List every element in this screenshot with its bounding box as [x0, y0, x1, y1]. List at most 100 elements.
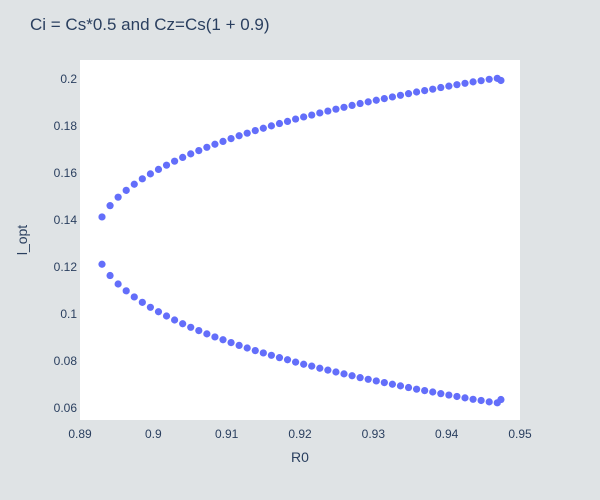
data-point [453, 392, 461, 401]
x-tick-label: 0.9 [145, 427, 162, 441]
data-point [388, 93, 396, 101]
data-point [98, 260, 106, 268]
data-point [364, 375, 372, 383]
data-point [445, 82, 453, 90]
x-tick-label: 0.92 [288, 427, 312, 441]
data-point [356, 99, 364, 108]
data-point [122, 287, 130, 295]
y-tick-label: 0.12 [54, 260, 78, 274]
data-point [485, 75, 493, 83]
chart-title: Ci = Cs*0.5 and Cz=Cs(1 + 0.9) [30, 15, 270, 34]
x-tick-label: 0.89 [68, 427, 92, 441]
data-point [332, 368, 340, 376]
data-point [348, 101, 356, 110]
data-point [179, 153, 187, 162]
data-point [413, 88, 421, 96]
data-point [259, 124, 267, 132]
data-point [195, 326, 203, 335]
data-point [146, 170, 154, 178]
x-axis: 0.89 0.9 0.91 0.92 0.93 0.94 0.95 [68, 427, 532, 441]
data-point [380, 94, 388, 103]
data-point [413, 385, 421, 393]
data-point [348, 372, 356, 380]
data-point [114, 193, 122, 201]
x-tick-label: 0.95 [508, 427, 532, 441]
data-point [283, 356, 292, 364]
data-point [324, 366, 332, 374]
data-point [219, 336, 227, 344]
data-point [316, 109, 324, 117]
data-point [195, 146, 203, 155]
data-point [421, 386, 429, 395]
y-tick-label: 0.08 [54, 354, 78, 368]
data-point [267, 122, 275, 130]
data-point [396, 382, 405, 390]
data-point [146, 303, 154, 311]
data-point [203, 330, 211, 338]
y-axis-title: l_opt [14, 225, 30, 255]
data-point [154, 308, 163, 316]
data-point [259, 349, 267, 357]
data-point [429, 388, 437, 396]
data-point [235, 341, 243, 350]
data-point [372, 377, 380, 385]
data-point [340, 103, 348, 111]
data-point [179, 320, 187, 328]
data-point [477, 77, 485, 85]
data-point [316, 364, 324, 372]
data-point [485, 398, 493, 406]
plot-area [80, 60, 520, 420]
data-point [283, 117, 292, 126]
y-tick-label: 0.14 [54, 213, 78, 227]
y-tick-label: 0.2 [60, 72, 77, 86]
data-point [404, 90, 413, 98]
data-point [469, 78, 477, 86]
data-point [227, 338, 235, 347]
data-point [308, 111, 316, 119]
x-tick-label: 0.93 [362, 427, 386, 441]
data-point [332, 105, 340, 113]
data-point [187, 323, 195, 331]
data-point [275, 119, 284, 128]
data-point [130, 293, 138, 301]
data-point [300, 360, 308, 368]
x-tick-label: 0.91 [215, 427, 239, 441]
data-point [138, 298, 146, 306]
data-point [372, 96, 380, 104]
data-point [404, 383, 413, 392]
data-point [497, 76, 505, 85]
y-tick-label: 0.1 [60, 307, 77, 321]
data-point [162, 312, 171, 320]
data-point [122, 186, 130, 194]
data-point [106, 271, 114, 280]
data-point [497, 395, 505, 404]
x-tick-label: 0.94 [435, 427, 459, 441]
data-point [251, 126, 259, 135]
data-point [437, 390, 445, 398]
data-points [98, 74, 505, 407]
data-point [243, 344, 251, 352]
data-point [300, 113, 308, 121]
data-point [429, 85, 437, 93]
data-point [356, 374, 364, 382]
data-point [203, 143, 211, 151]
data-point [292, 358, 300, 366]
data-point [340, 370, 348, 378]
data-point [187, 150, 195, 158]
data-point [211, 140, 219, 148]
data-point [477, 396, 485, 405]
data-point [130, 180, 138, 188]
data-point [98, 213, 106, 221]
y-tick-label: 0.18 [54, 119, 78, 133]
data-point [437, 83, 445, 92]
data-point [138, 175, 146, 183]
data-point [243, 129, 251, 137]
data-point [171, 316, 179, 324]
data-point [364, 98, 372, 106]
data-point [461, 394, 469, 402]
data-point [469, 395, 477, 403]
data-point [267, 351, 275, 359]
data-point [154, 165, 163, 174]
